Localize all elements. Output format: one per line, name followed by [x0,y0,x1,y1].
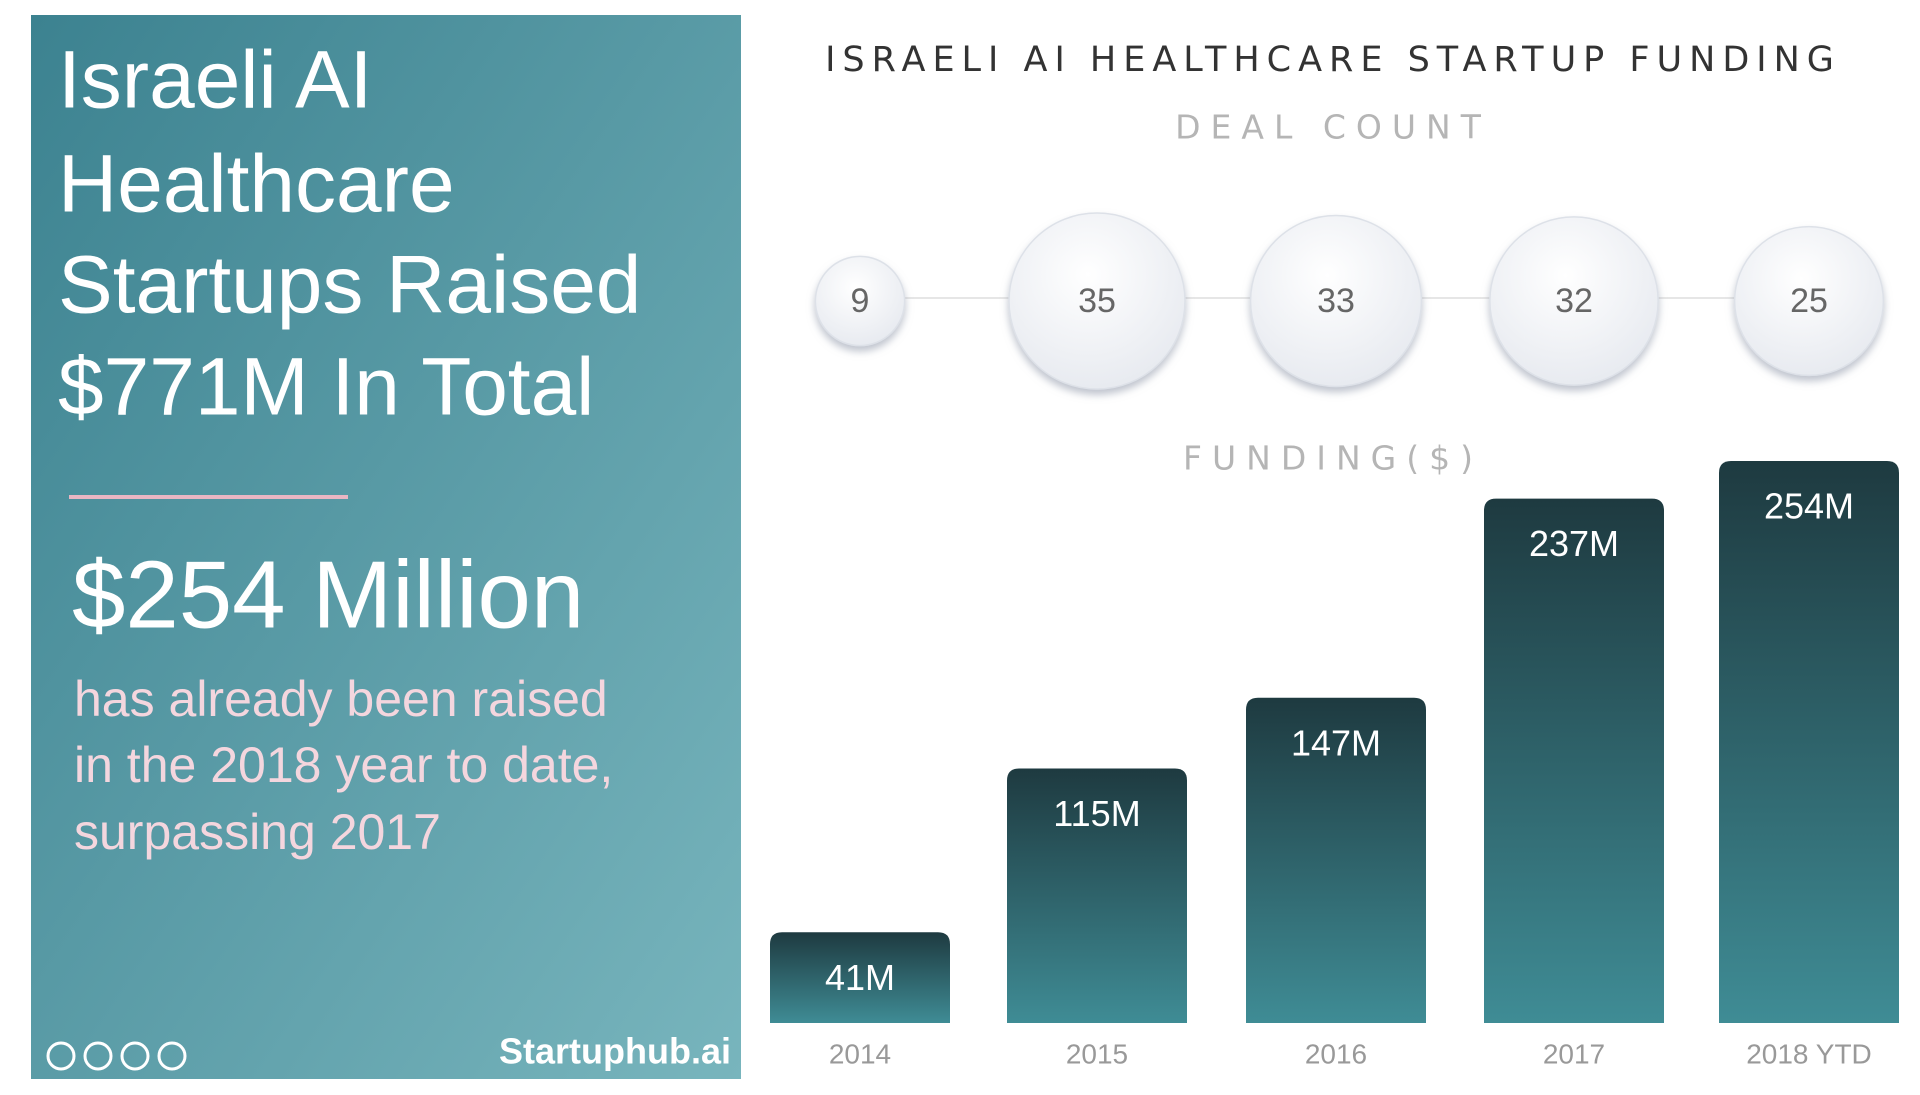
section-title: FUNDING($) [1183,439,1483,478]
brand: Startuphub.ai [499,1031,731,1072]
bubble-label: 33 [1317,282,1355,320]
description: surpassing 2017 [74,804,441,860]
headline: Healthcare [58,139,455,230]
bubble [1733,225,1885,377]
license-icons [46,1041,187,1071]
x-tick-label: 2017 [1543,1038,1605,1069]
bar [1719,461,1899,1023]
headline: Israeli AI [58,35,372,126]
highlight: $254 Million [72,541,584,648]
value-label: 254M [1764,486,1854,527]
chart-title: ISRAELI AI HEALTHCARE STARTUP FUNDING [825,40,1841,80]
bar [1484,498,1664,1024]
chart-subtitle: DEAL COUNT [1175,108,1491,147]
bar [770,932,950,1023]
value-label: 147M [1291,722,1381,763]
bubble [1008,212,1186,390]
description: has already been raised [74,671,608,727]
bar [1246,697,1426,1023]
value-label: 115M [1053,793,1140,834]
bubble-label: 25 [1790,282,1828,320]
bar [1007,768,1187,1023]
value-label: 41M [825,957,895,998]
bubble-label: 32 [1555,282,1593,320]
description: in the 2018 year to date, [74,737,613,793]
x-tick-label: 2015 [1066,1038,1128,1069]
bubble-label: 9 [851,282,870,320]
x-tick-label: 2016 [1305,1038,1367,1069]
bubble [1249,214,1423,388]
bubble [814,255,906,347]
headline: $771M In Total [58,342,594,433]
value-label: 237M [1529,523,1619,564]
x-tick-label: 2014 [829,1038,891,1069]
side-panel [31,15,741,1079]
x-tick-label: 2018 YTD [1746,1038,1872,1069]
bubble [1489,216,1659,386]
headline: Startups Raised [58,240,641,331]
bubble-label: 35 [1078,282,1116,320]
